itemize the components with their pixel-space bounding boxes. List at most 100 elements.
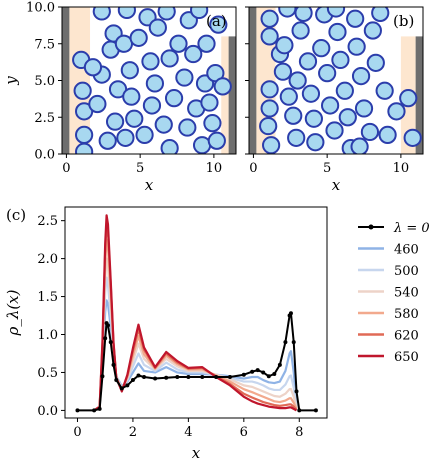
particle — [169, 34, 188, 53]
particle — [403, 128, 422, 147]
y-tick-label: 1.0 — [37, 328, 58, 343]
data-point — [100, 374, 105, 379]
particle — [117, 7, 136, 20]
particle — [122, 87, 141, 106]
panel-c: (c) 0 2 4 6 8 x 0.0 0.5 1.0 1.5 2.0 2.5 ρ_λ(x) λ = 0 46… — [4, 206, 430, 462]
particle — [347, 37, 366, 56]
particle — [273, 62, 293, 81]
particle — [275, 36, 294, 55]
particle — [291, 21, 310, 40]
x-axis-label: x — [145, 176, 154, 194]
data-point — [75, 408, 80, 413]
particle — [378, 125, 397, 145]
particle — [298, 52, 318, 71]
right-wall — [228, 36, 236, 154]
x-tick-label: 5 — [136, 161, 144, 176]
particle — [175, 68, 194, 87]
particle — [278, 7, 297, 18]
data-point — [294, 389, 299, 394]
particle — [213, 77, 232, 96]
y-tick-label: 10.0 — [26, 1, 55, 16]
particle — [335, 81, 354, 100]
data-point — [250, 369, 255, 374]
data-point — [241, 372, 246, 377]
particle — [288, 71, 307, 90]
data-point — [164, 375, 169, 380]
particle — [105, 112, 125, 131]
data-point — [255, 368, 260, 373]
particle — [320, 96, 340, 115]
particle — [262, 136, 281, 154]
particle — [304, 109, 323, 128]
particle — [200, 93, 219, 112]
particle — [192, 136, 212, 154]
x-axis-label: x — [332, 176, 341, 194]
particle — [363, 21, 382, 40]
particle — [260, 9, 279, 28]
particle — [154, 115, 173, 134]
particle — [135, 125, 154, 145]
x-axis-label: x — [192, 444, 201, 462]
particle — [279, 87, 298, 106]
particle — [350, 137, 369, 154]
x-tick-label: 8 — [295, 425, 303, 440]
data-point — [283, 340, 288, 345]
particles — [259, 7, 422, 154]
particle — [260, 27, 279, 46]
data-point — [111, 362, 116, 367]
x-tick-label: 5 — [323, 161, 331, 176]
y-tick-label: 1.5 — [37, 290, 58, 305]
particle — [351, 66, 371, 86]
panel-b: 0 5 10 x (b) — [245, 6, 424, 194]
particle — [157, 7, 176, 21]
particle — [142, 96, 162, 115]
legend-label: λ = 0 — [393, 221, 430, 236]
data-point — [291, 340, 296, 345]
y-axis-label: y — [2, 76, 20, 86]
particle — [259, 116, 278, 136]
particle — [129, 28, 148, 47]
particle — [399, 89, 418, 108]
particle — [375, 81, 394, 100]
data-point — [119, 386, 124, 391]
data-point — [92, 408, 97, 413]
data-point — [108, 340, 113, 345]
x-tick-label: 0 — [249, 161, 257, 176]
particle — [197, 34, 216, 53]
particle — [73, 81, 92, 100]
y-tick-label: 0.0 — [37, 404, 58, 419]
right-wall — [415, 36, 423, 154]
data-point — [214, 375, 219, 380]
data-point — [125, 383, 130, 388]
x-tick-label: 10 — [206, 161, 223, 176]
particle — [312, 39, 331, 58]
particle — [328, 22, 347, 42]
particle — [260, 80, 279, 99]
data-point — [175, 375, 180, 380]
y-tick-label: 2.5 — [37, 214, 58, 229]
data-point — [313, 408, 318, 413]
particle — [387, 102, 406, 121]
data-point — [272, 371, 277, 376]
x-tick-label: 4 — [184, 425, 192, 440]
legend-marker — [368, 224, 374, 230]
data-point — [200, 375, 205, 380]
particle — [160, 139, 179, 154]
particle — [366, 53, 385, 72]
particle — [325, 121, 344, 140]
particle — [331, 50, 350, 70]
data-point — [186, 375, 191, 380]
data-point — [266, 374, 271, 379]
particle — [360, 122, 380, 142]
particle — [148, 18, 167, 37]
x-tick-label: 6 — [240, 425, 248, 440]
y-tick-label: 0.0 — [34, 148, 55, 163]
legend-label: 580 — [394, 307, 419, 322]
legend-label: 650 — [394, 350, 419, 365]
particle — [160, 49, 179, 68]
data-point — [153, 376, 158, 381]
data-point — [103, 336, 108, 341]
x-tick-label: 10 — [393, 161, 410, 176]
particle — [116, 128, 135, 147]
